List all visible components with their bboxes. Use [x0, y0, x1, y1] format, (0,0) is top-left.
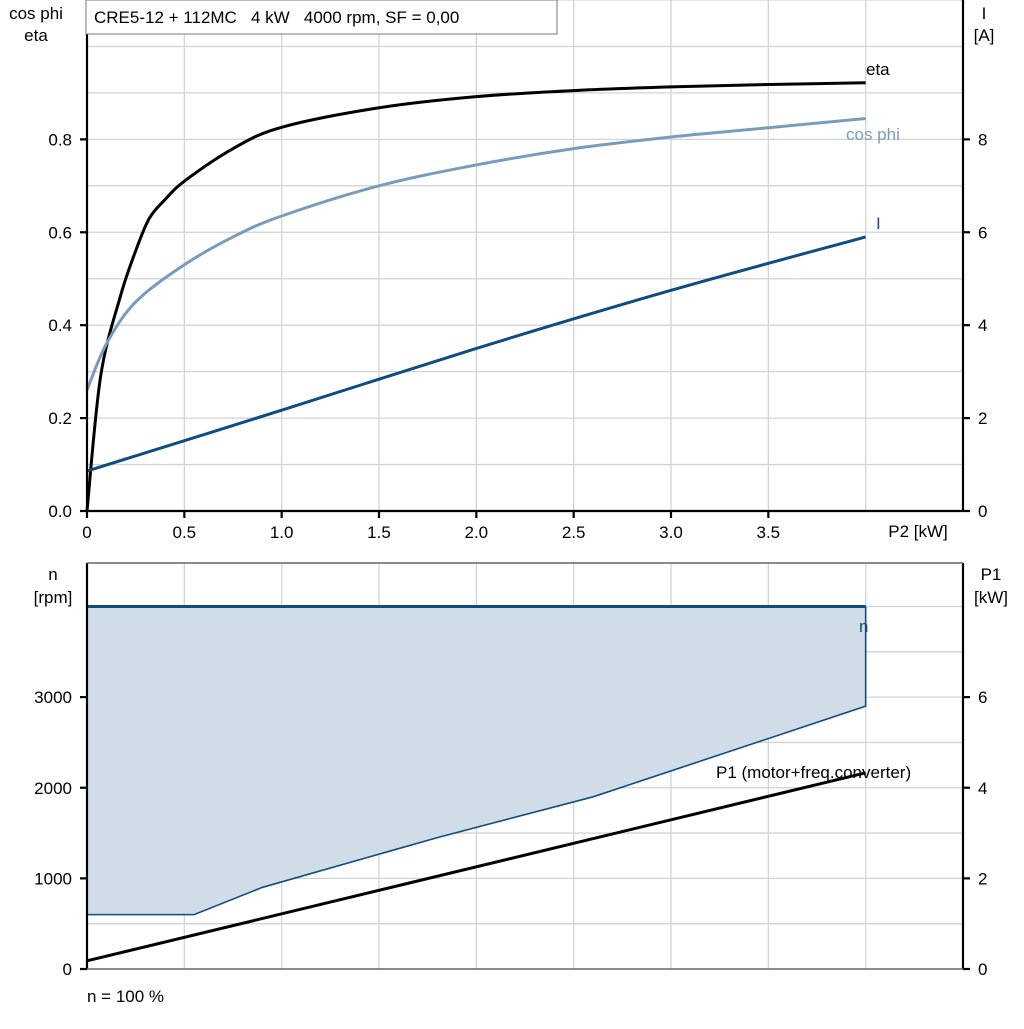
x-tick-label: 3.5 [757, 523, 781, 542]
top-right-axis-label-1: I [982, 4, 987, 23]
series-label-cos-phi: cos phi [846, 125, 900, 144]
series-label-p1: P1 (motor+freq.converter) [716, 763, 911, 782]
series-line-eta [85, 81, 866, 512]
y-tick-label-left: 0.0 [48, 502, 72, 521]
x-tick-label: 1.5 [367, 523, 391, 542]
x-axis-label: P2 [kW] [888, 522, 948, 541]
y-tick-label-left: 0.2 [48, 409, 72, 428]
bot-right-axis-label-2: [kW] [974, 588, 1008, 607]
bot-right-axis-label-1: P1 [981, 565, 1002, 584]
x-tick-label: 1.0 [270, 523, 294, 542]
y-tick-label-right: 6 [978, 223, 987, 242]
p1-line [86, 771, 867, 963]
y-tick-label-right: 2 [978, 409, 987, 428]
y-tick-label-left: 2000 [34, 779, 72, 798]
y-tick-label-left: 1000 [34, 869, 72, 888]
series-label-I: I [876, 214, 881, 233]
footer-speed: n = 100 % [87, 987, 164, 1006]
y-tick-label-right: 0 [978, 960, 987, 979]
y-tick-label-right: 4 [978, 779, 987, 798]
series-line-I [86, 235, 867, 473]
y-tick-label-left: 0 [63, 960, 72, 979]
y-tick-label-right: 6 [978, 688, 987, 707]
n-range-area [87, 606, 866, 915]
title-box [85, 0, 558, 35]
y-tick-label-right: 8 [978, 130, 987, 149]
x-tick-label: 3.0 [659, 523, 683, 542]
x-tick-label: 2.0 [465, 523, 489, 542]
y-tick-label-left: 0.8 [48, 130, 72, 149]
top-left-axis-label-1: cos phi [9, 4, 63, 23]
x-tick-label: 0 [82, 523, 91, 542]
bot-left-axis-label-2: [rpm] [34, 588, 73, 607]
series-label-eta: eta [866, 60, 890, 79]
y-tick-label-right: 4 [978, 316, 987, 335]
bot-left-axis-label-1: n [48, 565, 57, 584]
y-tick-label-left: 3000 [34, 688, 72, 707]
x-tick-label: 0.5 [173, 523, 197, 542]
chart-title: CRE5-12 + 112MC 4 kW 4000 rpm, SF = 0,00 [94, 8, 459, 27]
y-tick-label-left: 0.4 [48, 316, 72, 335]
y-tick-label-right: 0 [978, 502, 987, 521]
top-left-axis-label-2: eta [24, 26, 48, 45]
series-line-cos-phi [85, 116, 866, 391]
x-tick-label: 2.5 [562, 523, 586, 542]
series-label-n: n [859, 617, 868, 636]
y-tick-label-left: 0.6 [48, 223, 72, 242]
y-tick-label-right: 2 [978, 869, 987, 888]
top-right-axis-label-2: [A] [974, 26, 995, 45]
n-min-line [87, 606, 867, 916]
